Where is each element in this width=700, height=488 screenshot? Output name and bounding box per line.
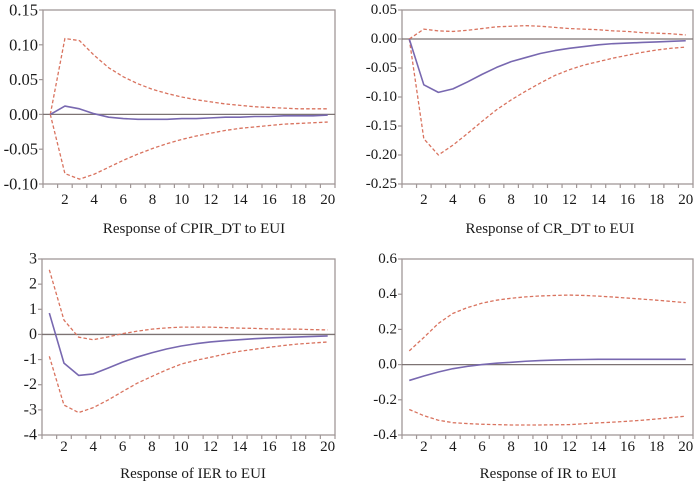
y-tick-label: 0.6 <box>378 251 397 267</box>
impulse-response-line <box>409 358 686 382</box>
y-tick-label: -0.20 <box>366 147 397 163</box>
panels-container: -0.10-0.050.000.050.100.152 4 6 8 10 12 14 16 18… <box>4 1 694 455</box>
upper-confidence-band-line <box>49 37 328 115</box>
panel-3-title: Response of IER to EUI <box>120 466 266 482</box>
impulse-response-line <box>408 38 686 94</box>
y-tick-label: 0.00 <box>371 31 397 47</box>
y-tick-label: -1 <box>24 351 37 368</box>
y-tick-label: 2 <box>29 276 37 293</box>
y-tick-label: 0.15 <box>9 1 38 20</box>
y-tick-label: -2 <box>24 376 37 393</box>
lower-confidence-band-line <box>49 114 328 180</box>
y-tick-label: -0.2 <box>373 392 397 408</box>
lower-confidence-band-line <box>408 38 686 156</box>
x-tick-label: 2 <box>420 192 428 208</box>
upper-confidence-band-line <box>48 269 328 341</box>
x-tick-label: 2 <box>60 439 68 455</box>
x-tick-label: 16 <box>262 439 278 455</box>
upper-confidence-band-line <box>408 25 686 40</box>
x-tick-label: 16 <box>620 192 636 208</box>
y-tick-label: -0.10 <box>4 175 38 194</box>
y-tick-label: -0.10 <box>366 89 397 105</box>
y-tick-label: -0.25 <box>366 176 397 192</box>
upper-confidence-band-line <box>408 294 686 352</box>
x-tick-label: 20 <box>320 192 335 208</box>
y-tick-label: -0.15 <box>366 118 397 134</box>
y-tick-label: 0.05 <box>371 2 397 18</box>
panel-2-title: Response of CR_DT to EUI <box>466 221 635 237</box>
y-tick-label: -0.4 <box>373 427 397 443</box>
impulse-response-line <box>48 312 328 377</box>
y-tick-label: 0.05 <box>9 70 38 89</box>
y-tick-label: 0.2 <box>378 321 397 337</box>
x-tick-label: 18 <box>291 192 306 208</box>
x-tick-label: 10 <box>533 192 548 208</box>
x-tick-label: 2 <box>61 192 69 208</box>
x-tick-label: 12 <box>203 439 218 455</box>
x-tick-label: 8 <box>507 192 515 208</box>
lower-confidence-band-line <box>48 341 328 414</box>
x-tick-label: 10 <box>533 439 548 455</box>
impulse-response-line <box>49 105 328 121</box>
x-tick-label: 20 <box>678 192 693 208</box>
x-tick-label: 20 <box>320 439 335 455</box>
x-tick-label: 6 <box>478 439 486 455</box>
y-tick-label: 0.4 <box>378 286 397 302</box>
x-tick-label: 8 <box>148 439 156 455</box>
panel-4-title: Response of IR to EUI <box>480 466 617 482</box>
y-tick-label: -4 <box>24 427 37 444</box>
x-tick-label: 8 <box>149 192 157 208</box>
x-tick-label: 12 <box>562 192 577 208</box>
panel-2: -0.25 -0.20 -0.15 -0.10 -0.05 0.00 0.05 2 4 6 8 10 1… <box>366 2 694 208</box>
x-tick-label: 12 <box>562 439 577 455</box>
x-tick-label: 16 <box>620 439 636 455</box>
x-tick-label: 6 <box>120 192 128 208</box>
x-tick-label: 20 <box>678 439 693 455</box>
x-tick-label: 14 <box>233 192 249 208</box>
panel-4: -0.4 -0.2 0.0 0.2 0.4 0.6 2 4 6 8 10 12 14 16 18 20 <box>373 251 694 455</box>
panel-1: -0.10 -0.05 0.00 0.05 0.10 0.15 2 4 6 8 10 12 14 16 18… <box>4 1 336 208</box>
y-tick-label: 0.00 <box>9 105 38 124</box>
x-tick-label: 4 <box>90 192 98 208</box>
x-tick-label: 14 <box>591 192 607 208</box>
x-tick-label: 8 <box>507 439 515 455</box>
x-tick-label: 16 <box>262 192 278 208</box>
x-tick-label: 18 <box>649 439 664 455</box>
x-tick-label: 6 <box>119 439 127 455</box>
x-tick-label: 10 <box>174 192 189 208</box>
x-tick-label: 2 <box>420 439 428 455</box>
y-tick-label: 3 <box>29 251 37 268</box>
y-tick-label: 0.0 <box>378 357 397 373</box>
panel-1-title: Response of CPIR_DT to EUI <box>103 221 285 237</box>
x-tick-label: 10 <box>174 439 189 455</box>
y-tick-label: 0 <box>29 326 37 343</box>
y-tick-label: -0.05 <box>366 60 397 76</box>
y-tick-label: -0.05 <box>4 140 38 159</box>
x-tick-label: 14 <box>232 439 248 455</box>
x-tick-label: 4 <box>449 439 457 455</box>
lower-confidence-band-line <box>409 408 686 426</box>
x-tick-label: 18 <box>649 192 664 208</box>
y-tick-label: 1 <box>29 301 37 318</box>
x-tick-label: 4 <box>90 439 98 455</box>
x-tick-label: 14 <box>591 439 607 455</box>
x-tick-label: 18 <box>291 439 306 455</box>
x-tick-label: 6 <box>478 192 486 208</box>
x-tick-label: 4 <box>449 192 457 208</box>
y-tick-label: -3 <box>24 401 37 418</box>
y-tick-label: 0.10 <box>9 35 38 54</box>
x-tick-label: 12 <box>203 192 218 208</box>
